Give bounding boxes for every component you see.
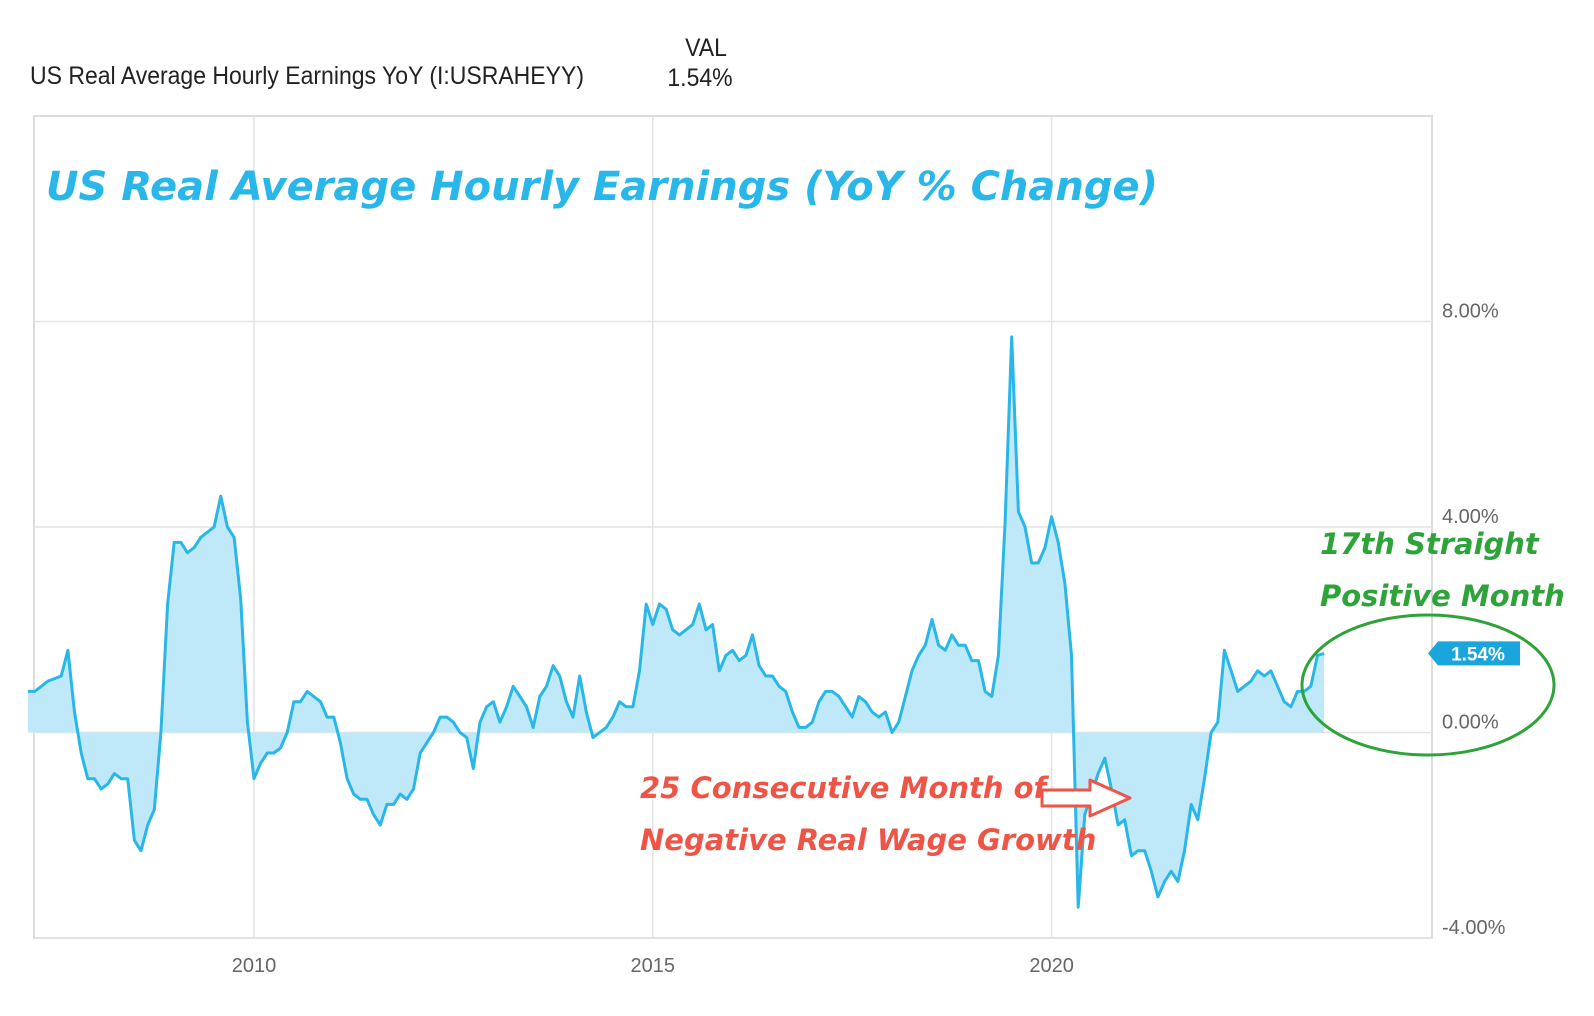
x-tick-label: 2020 [1029,955,1074,977]
x-tick-label: 2010 [232,955,277,977]
y-tick-label: 4.00% [1442,506,1499,528]
positive-annotation-line: 17th Straight [1320,527,1540,561]
highlight-ellipse [1300,613,1556,757]
series-area-fill [28,336,1325,908]
y-tick-label: -4.00% [1442,917,1506,939]
annotations: 17th Straight Positive Month 25 Consecutiv… [640,527,1565,857]
y-tick-label: 0.00% [1442,712,1499,734]
series-title: US Real Average Hourly Earnings YoY (I:U… [30,62,584,90]
negative-annotation-line: 25 Consecutive Month of [640,771,1049,805]
value-column-header: VAL [685,34,727,62]
x-tick-label: 2015 [631,955,676,977]
last-value-label: 1.54% [1451,644,1505,665]
area-series [28,335,1325,909]
axis-ticks: 8.00% 4.00% 0.00% -4.00% 2010 2015 2020 1.54% [232,301,1520,977]
negative-annotation-line: Negative Real Wage Growth [640,823,1096,857]
series-line [28,335,1325,909]
chart-title: US Real Average Hourly Earnings (YoY % C… [46,164,1158,210]
arrow-icon [1040,778,1132,818]
positive-annotation-line: Positive Month [1320,579,1565,613]
current-value: 1.54% [667,64,733,92]
y-tick-label: 8.00% [1442,301,1499,323]
last-value-badge [1428,641,1520,666]
